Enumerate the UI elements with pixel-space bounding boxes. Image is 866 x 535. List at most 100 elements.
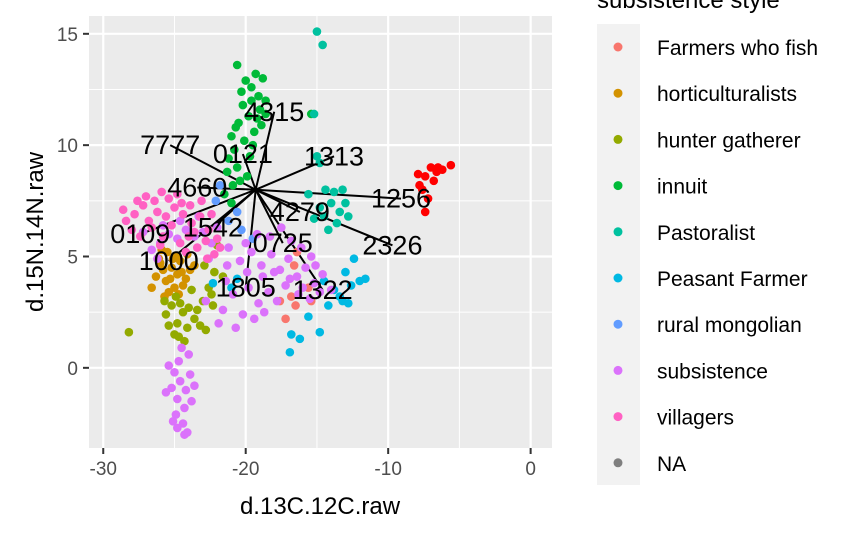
data-point [433,163,443,172]
legend-key [613,88,623,98]
data-point [174,356,184,366]
data-point [312,151,322,161]
y-axis: 0 5 10 15 [57,25,89,380]
annotation-label: 7777 [140,130,200,160]
data-point [420,207,430,217]
data-point [222,261,232,270]
data-point [232,163,242,172]
data-point [230,145,239,154]
data-point [251,69,260,79]
data-point [185,370,195,379]
annotation-label: 4660 [167,172,227,202]
data-point [180,403,189,413]
data-point [312,27,322,36]
data-point [258,74,268,83]
data-point [127,225,137,235]
data-point [157,187,166,197]
data-point [252,114,262,123]
x-axis: -30 -20 -10 0 [90,448,536,480]
data-point [184,303,194,313]
data-point [338,185,347,194]
data-point [247,96,256,105]
data-point [124,327,134,337]
annotation-label: 1542 [183,213,243,243]
data-point [220,189,229,199]
annotation-label: 1805 [216,273,276,303]
data-point [298,283,307,292]
data-point [173,423,182,433]
data-point [190,227,199,237]
data-point [294,290,303,299]
data-point [200,261,209,270]
data-point [164,321,174,330]
data-point [190,381,199,390]
data-point [231,123,241,132]
data-point [224,154,233,163]
legend-label: subsistence [657,360,768,383]
data-point [289,261,299,270]
data-point [208,278,218,288]
data-point [242,172,252,181]
data-point [241,76,251,85]
data-point [173,318,182,328]
x-tick-label: -30 [90,459,117,480]
data-point [195,321,205,330]
data-point [197,196,206,206]
data-point [315,327,325,337]
data-point [285,347,295,357]
data-point [150,196,159,206]
legend-label: Farmers who fish [657,37,818,60]
data-point [190,314,199,324]
data-point [211,196,221,206]
data-point [321,185,330,194]
data-point [413,169,423,179]
data-point [249,127,259,137]
annotation-leader-line [197,186,256,191]
data-point [241,238,251,248]
data-point [285,274,295,284]
data-point [171,292,181,301]
data-point [341,198,350,208]
data-point [227,198,236,208]
data-point [177,267,186,277]
annotation-label: 1313 [304,141,364,171]
data-point [164,361,174,370]
data-point [181,274,191,284]
data-point [338,296,347,306]
legend-key [613,412,623,422]
data-point [315,158,325,168]
data-point [324,301,333,310]
annotation-label: 0725 [253,228,313,258]
data-point [121,216,131,226]
data-point [161,212,171,221]
data-point [224,216,233,226]
data-point [170,203,179,212]
data-point [335,207,345,217]
data-point [170,367,179,377]
annotation-label: 1256 [371,184,431,214]
data-point [232,207,242,217]
data-point [215,180,225,190]
data-point [153,207,162,217]
data-point [161,388,171,397]
data-point [239,136,249,146]
data-point [153,254,162,264]
data-point [292,272,302,281]
data-point [195,212,205,221]
annotation-label: 4315 [244,97,304,127]
x-tick-label: -20 [232,459,259,480]
data-point [318,40,327,50]
data-point [324,225,333,235]
data-point [238,310,248,319]
data-point [185,200,195,210]
data-point [212,234,222,243]
legend-label: NA [657,453,686,476]
data-point [295,334,305,344]
data-point [207,209,216,219]
data-point [187,285,196,295]
data-point [242,267,252,277]
data-point [167,221,176,230]
data-point [168,416,178,426]
